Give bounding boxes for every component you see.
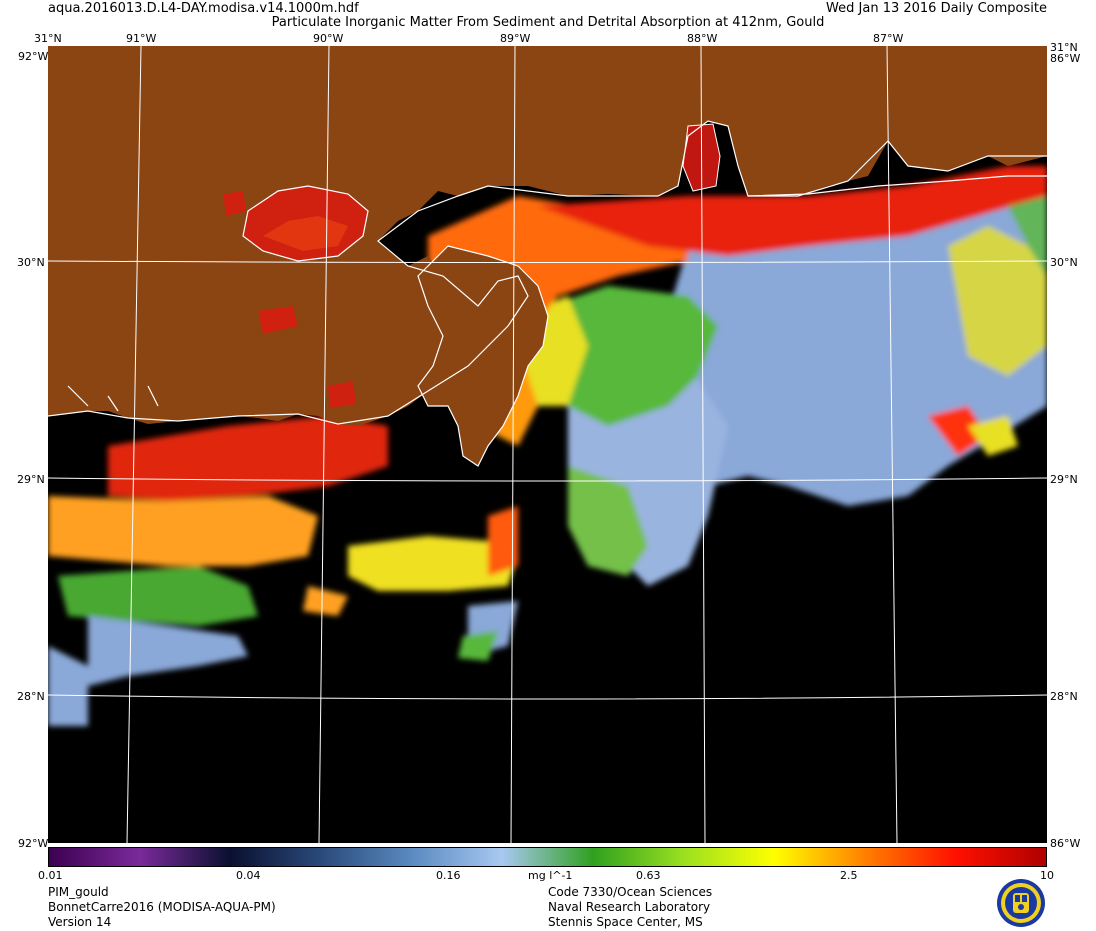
footer-version: Version 14	[48, 915, 112, 929]
corner-label-left-top: 92°W	[18, 50, 49, 63]
coastline	[48, 120, 1047, 425]
corner-label-right-bottom: 86°W	[1050, 837, 1081, 850]
lon-label-top: 87°W	[873, 32, 904, 45]
product-title: Particulate Inorganic Matter From Sedime…	[271, 15, 825, 30]
lon-label-top: 88°W	[687, 32, 718, 45]
date-label: Wed Jan 13 2016 Daily Composite	[826, 1, 1047, 16]
corner-label-top-left: 31°N	[34, 32, 62, 45]
colorbar-tick-label: 0.01	[38, 869, 63, 882]
lat-label-right: 29°N	[1050, 473, 1078, 486]
lon-label-top: 90°W	[313, 32, 344, 45]
nrl-seal-icon	[997, 879, 1045, 927]
colorbar-tick-label: 0.16	[436, 869, 461, 882]
filename-label: aqua.2016013.D.L4-DAY.modisa.v14.1000m.h…	[48, 1, 359, 16]
lon-label-top: 89°W	[500, 32, 531, 45]
corner-label-left-bottom: 92°W	[18, 837, 49, 850]
lat-label-right: 30°N	[1050, 256, 1078, 269]
lon-label-top: 91°W	[126, 32, 157, 45]
corner-label-top-right: 31°N	[1050, 41, 1078, 54]
lat-label-left: 29°N	[17, 473, 45, 486]
delta	[417, 245, 549, 467]
lat-label-right: 28°N	[1050, 690, 1078, 703]
colorbar	[48, 847, 1047, 867]
colorbar-tick-label: 10	[1040, 869, 1054, 882]
lat-label-left: 30°N	[17, 256, 45, 269]
footer-org-code: Code 7330/Ocean Sciences	[548, 885, 713, 899]
lat-label-left: 28°N	[17, 690, 45, 703]
footer-product-name: PIM_gould	[48, 885, 109, 899]
footer-org-name: Naval Research Laboratory	[548, 900, 711, 914]
colorbar-tick-label: 0.63	[636, 869, 661, 882]
graticule	[48, 46, 1047, 843]
corner-label-right-top: 86°W	[1050, 52, 1081, 65]
footer-dataset-name: BonnetCarre2016 (MODISA-AQUA-PM)	[48, 900, 276, 914]
satellite-map	[48, 46, 1047, 843]
land-area	[48, 46, 1047, 426]
colorbar-unit-label: mg l^-1	[528, 869, 573, 882]
colorbar-tick-label: 0.04	[236, 869, 261, 882]
map-canvas	[48, 46, 1047, 843]
colorbar-tick-label: 2.5	[840, 869, 858, 882]
footer-location: Stennis Space Center, MS	[548, 915, 703, 929]
